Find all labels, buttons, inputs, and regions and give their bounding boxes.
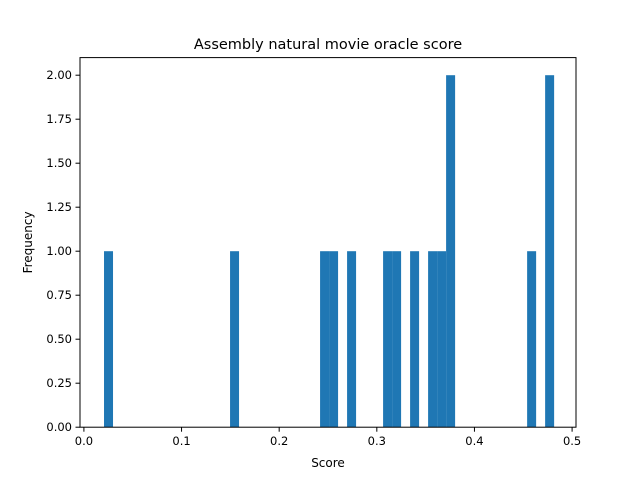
plot-frame xyxy=(79,57,577,428)
y-axis: 0.00 0.25 0.50 0.75 1.00 1.25 1.50 1.75 2.00 xyxy=(46,68,80,434)
bars-group xyxy=(104,75,555,428)
histogram-bar xyxy=(410,251,420,428)
y-tick-label: 0.25 xyxy=(46,376,72,390)
y-tick-label: 1.00 xyxy=(46,244,72,258)
histogram-bar xyxy=(320,251,330,428)
x-tick-label: 0.4 xyxy=(465,434,483,448)
histogram-bar xyxy=(392,251,402,428)
y-tick-label: 1.50 xyxy=(46,156,72,170)
histogram-bar xyxy=(545,75,555,428)
x-axis: 0.0 0.1 0.2 0.3 0.4 0.5 xyxy=(75,427,581,448)
histogram-bar xyxy=(383,251,393,428)
x-tick-label: 0.0 xyxy=(75,434,93,448)
y-tick-label: 0.75 xyxy=(46,288,72,302)
x-axis-label: Score xyxy=(311,456,345,470)
x-tick-label: 0.5 xyxy=(563,434,581,448)
histogram-bar xyxy=(446,75,456,428)
histogram-bar xyxy=(437,251,447,428)
histogram-bar xyxy=(329,251,339,428)
y-tick-label: 2.00 xyxy=(46,68,72,82)
y-tick-label: 1.25 xyxy=(46,200,72,214)
histogram-bar xyxy=(428,251,438,428)
x-tick-label: 0.3 xyxy=(368,434,386,448)
y-tick-label: 1.75 xyxy=(46,112,72,126)
histogram-bar xyxy=(527,251,537,428)
x-tick-label: 0.1 xyxy=(172,434,190,448)
y-tick-label: 0.50 xyxy=(46,332,72,346)
chart-title: Assembly natural movie oracle score xyxy=(194,37,462,53)
y-axis-label: Frequency xyxy=(21,211,35,273)
histogram-bar xyxy=(347,251,357,428)
x-tick-label: 0.2 xyxy=(270,434,288,448)
histogram-bar xyxy=(104,251,114,428)
histogram-bar xyxy=(230,251,240,428)
y-tick-label: 0.00 xyxy=(46,420,72,434)
